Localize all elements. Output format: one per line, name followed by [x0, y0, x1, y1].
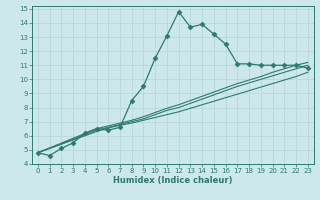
X-axis label: Humidex (Indice chaleur): Humidex (Indice chaleur) [113, 176, 233, 185]
